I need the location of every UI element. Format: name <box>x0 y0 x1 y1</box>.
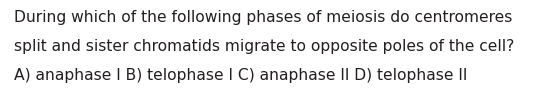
Text: During which of the following phases of meiosis do centromeres: During which of the following phases of … <box>14 10 512 25</box>
Text: split and sister chromatids migrate to opposite poles of the cell?: split and sister chromatids migrate to o… <box>14 39 514 54</box>
Text: A) anaphase I B) telophase I C) anaphase II D) telophase II: A) anaphase I B) telophase I C) anaphase… <box>14 68 468 83</box>
